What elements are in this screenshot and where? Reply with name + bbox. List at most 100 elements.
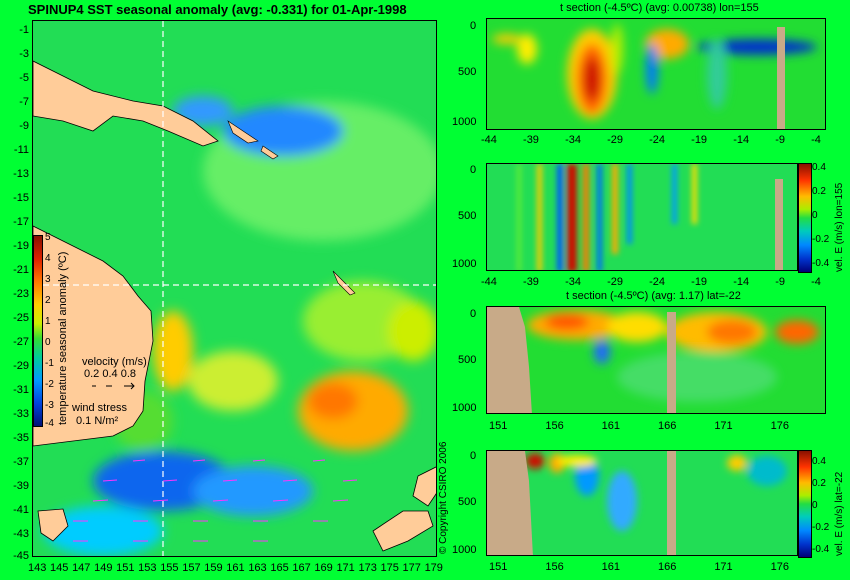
- lon-tick: 145: [50, 562, 69, 574]
- xtick: -24: [649, 134, 666, 146]
- lon-tick: 151: [116, 562, 135, 574]
- colorbar-tick: -0.2: [812, 234, 830, 245]
- lon-tick: 147: [72, 562, 91, 574]
- xtick: 171: [714, 420, 733, 432]
- xtick: 176: [770, 561, 789, 573]
- lat-tick: -13: [13, 168, 29, 180]
- panel-2-xaxis: -44 -39 -34 -29 -24 -19 -14 -9 -4: [481, 276, 821, 288]
- lat-axis: -1 -3 -5 -7 -9 -11 -13 -15 -17 -19 -21 -…: [0, 24, 32, 564]
- colorbar-tick: -0.4: [812, 544, 830, 555]
- panel-4-colorbar-ticks: 0.4 0.2 0 -0.2 -0.4: [812, 452, 836, 562]
- colorbar-tick: 0.2: [812, 478, 826, 489]
- lat-tick: -9: [19, 120, 29, 132]
- wind-legend-title: wind stress: [72, 402, 128, 414]
- lat-tick: -7: [19, 96, 29, 108]
- xtick: -44: [481, 134, 497, 146]
- panel-4-xaxis: 151 156 161 166 171 176: [489, 561, 789, 573]
- panel-2-ytick: 500: [458, 210, 477, 222]
- lon-tick: 143: [28, 562, 47, 574]
- colorbar-tick: 5: [45, 232, 51, 243]
- xtick: 156: [545, 561, 564, 573]
- lon-tick: 175: [380, 562, 399, 574]
- xtick: -19: [691, 276, 708, 288]
- panel-1-ytick: 0: [470, 20, 477, 32]
- xtick: -44: [481, 276, 497, 288]
- panel-1-section-plot: [486, 18, 826, 130]
- xtick: -39: [523, 134, 539, 146]
- panel-1-ytick: 500: [458, 66, 477, 78]
- lat-tick: -1: [19, 24, 29, 36]
- panel-3-xaxis: 151 156 161 166 171 176: [489, 420, 789, 432]
- colorbar-tick: 3: [45, 274, 51, 285]
- colorbar-tick: 0: [812, 210, 818, 221]
- lat-tick: -33: [13, 408, 29, 420]
- lat-tick: -5: [19, 72, 29, 84]
- panel-4-colorbar: [798, 450, 812, 558]
- lon-tick: 163: [248, 562, 267, 574]
- wind-legend: wind stress 0.1 N/m²: [72, 402, 127, 428]
- xtick: -14: [733, 134, 750, 146]
- panel-2-colorbar-label: vel. E (m/s) lon=155: [834, 182, 845, 272]
- xtick: -14: [733, 276, 750, 288]
- lon-tick: 157: [182, 562, 201, 574]
- panel-1-title: t section (-4.5ºC) (avg: 0.00738) lon=15…: [560, 2, 759, 14]
- panel-3-ytick: 500: [458, 354, 477, 366]
- colorbar-tick: -1: [45, 358, 54, 369]
- panel-4-ytick: 0: [470, 450, 477, 462]
- xtick: 171: [714, 561, 733, 573]
- panel-4-colorbar-label: vel. E (m/s) lat=-22: [834, 471, 845, 556]
- colorbar-tick: -0.2: [812, 522, 830, 533]
- xtick: -19: [691, 134, 708, 146]
- colorbar-tick: -4: [45, 418, 54, 429]
- lon-tick: 161: [226, 562, 245, 574]
- colorbar-tick: 2: [45, 295, 51, 306]
- xtick: -29: [607, 134, 623, 146]
- colorbar-tick: 0: [45, 337, 51, 348]
- colorbar-tick: -2: [45, 379, 54, 390]
- wind-legend-value: 0.1 N/m²: [76, 415, 119, 427]
- panel-2-velocity-plot: [486, 163, 798, 271]
- lon-tick: 167: [292, 562, 311, 574]
- xtick: 176: [770, 420, 789, 432]
- colorbar-tick: -0.4: [812, 258, 830, 269]
- panel-3-title: t section (-4.5ºC) (avg: 1.17) lat=-22: [566, 290, 741, 302]
- copyright: © Copyright CSIRO 2006: [438, 441, 449, 554]
- map-title: SPINUP4 SST seasonal anomaly (avg: -0.33…: [28, 2, 407, 17]
- sst-colorbar-ticks: 5 4 3 2 1 0 -1 -2 -3 -4: [45, 232, 59, 432]
- lat-tick: -43: [13, 528, 29, 540]
- xtick: -9: [775, 276, 785, 288]
- xtick: -9: [775, 134, 785, 146]
- lon-tick: 155: [160, 562, 179, 574]
- lat-tick: -37: [13, 456, 29, 468]
- xtick: 151: [489, 420, 508, 432]
- xtick: 161: [601, 420, 621, 432]
- lat-tick: -19: [13, 240, 29, 252]
- velocity-legend: velocity (m/s) 0.2 0.4 0.8: [82, 356, 147, 392]
- velocity-legend-title: velocity (m/s): [82, 356, 147, 368]
- lon-tick: 179: [424, 562, 443, 574]
- lat-tick: -21: [13, 264, 29, 276]
- xtick: -4: [811, 134, 821, 146]
- velocity-legend-values: 0.2 0.4 0.8: [84, 368, 136, 380]
- panel-2-ytick: 1000: [452, 258, 477, 270]
- colorbar-tick: 0.4: [812, 162, 826, 173]
- lon-tick: 169: [314, 562, 333, 574]
- panel-1-ytick: 1000: [452, 116, 477, 128]
- lat-tick: -23: [13, 288, 29, 300]
- colorbar-tick: 0: [812, 500, 818, 511]
- panel-3-section-plot: [486, 306, 826, 414]
- xtick: 161: [601, 561, 621, 573]
- lon-tick: 165: [270, 562, 289, 574]
- lon-axis: 143 145 147 149 151 153 155 157 159 161 …: [28, 562, 443, 578]
- velocity-arrows: [90, 380, 147, 392]
- panel-2-colorbar: [798, 163, 812, 273]
- lon-tick: 177: [402, 562, 421, 574]
- colorbar-tick: 0.2: [812, 186, 826, 197]
- colorbar-label: temperature seasonal anomaly (ºC): [57, 251, 69, 425]
- lat-tick: -29: [13, 360, 29, 372]
- xtick: -34: [565, 134, 581, 146]
- panel-3-ytick: 1000: [452, 402, 477, 414]
- panel-1-xaxis: -44 -39 -34 -29 -24 -19 -14 -9 -4: [481, 134, 821, 146]
- xtick: -39: [523, 276, 539, 288]
- panel-2-ytick: 0: [470, 164, 477, 176]
